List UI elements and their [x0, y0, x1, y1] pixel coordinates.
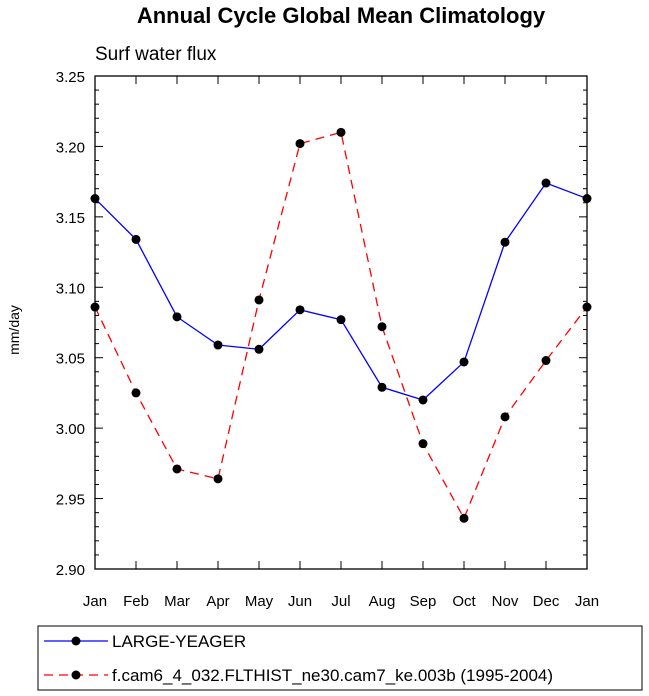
y-tick-label: 3.15	[56, 210, 85, 227]
legend-box	[37, 625, 643, 691]
series-0-point	[213, 340, 223, 350]
x-tick-label: Dec	[533, 593, 560, 610]
y-tick-label: 3.10	[56, 280, 85, 297]
series-1-point	[459, 513, 469, 523]
series-1-point	[418, 439, 428, 449]
series-0-point	[541, 178, 551, 188]
y-tick-label: 3.05	[56, 351, 85, 368]
series-1-point	[213, 474, 223, 484]
series-1-point	[377, 322, 387, 332]
plot-frame	[94, 75, 588, 570]
series-1-point	[254, 295, 264, 305]
x-tick-label: Mar	[164, 593, 190, 610]
y-tick-label: 2.90	[56, 562, 85, 579]
series-0-point	[131, 234, 141, 244]
series-0-point	[500, 237, 510, 247]
x-tick-label: May	[245, 593, 274, 610]
series-line-0	[94, 182, 588, 401]
series-0-point	[254, 344, 264, 354]
series-0-point	[418, 395, 428, 405]
series-0-point	[377, 382, 387, 392]
chart-title: Annual Cycle Global Mean Climatology	[137, 3, 546, 28]
series-0-point	[459, 357, 469, 367]
x-tick-label: Feb	[123, 593, 149, 610]
legend-items: LARGE-YEAGER f.cam6_4_032.FLTHIST_ne30.ca…	[44, 632, 553, 685]
x-tick-label: Jul	[331, 593, 350, 610]
x-tick-label: Sep	[410, 593, 437, 610]
series-1-point	[500, 412, 510, 422]
legend-marker-1	[71, 670, 81, 680]
x-tick-label: Apr	[206, 593, 229, 610]
legend-marker-0	[71, 636, 81, 646]
series-layer	[90, 127, 592, 523]
series-0-point	[172, 312, 182, 322]
legend-label-1: f.cam6_4_032.FLTHIST_ne30.cam7_ke.003b (…	[112, 666, 553, 685]
x-tick-labels: Jan Feb Mar Apr May Jun Jul Aug Sep Oct Nov Dec Jan	[83, 593, 599, 610]
legend-label-0: LARGE-YEAGER	[112, 632, 246, 651]
y-tick-label: 2.95	[56, 492, 85, 509]
series-1-point	[131, 388, 141, 398]
chart-subtitle: Surf water flux	[95, 44, 217, 65]
x-tick-label: Nov	[492, 593, 519, 610]
series-1-point	[172, 464, 182, 474]
series-1-point	[336, 127, 346, 137]
series-0-point	[336, 315, 346, 325]
legend: LARGE-YEAGER f.cam6_4_032.FLTHIST_ne30.ca…	[37, 625, 643, 691]
series-line-1	[94, 131, 588, 520]
y-tick-label: 3.20	[56, 139, 85, 156]
series-0-point	[295, 305, 305, 315]
y-axis-label: mm/day	[6, 305, 22, 355]
x-tick-label: Jun	[288, 593, 312, 610]
axis-ticks	[94, 75, 588, 570]
x-tick-label: Oct	[452, 593, 476, 610]
y-tick-label: 3.25	[56, 69, 85, 86]
y-tick-label: 3.00	[56, 421, 85, 438]
series-1-point	[541, 356, 551, 366]
y-tick-labels: 2.90 2.95 3.00 3.05 3.10 3.15 3.20 3.25	[56, 69, 85, 579]
series-1-point	[295, 139, 305, 149]
x-tick-label: Jan	[575, 593, 599, 610]
x-tick-label: Jan	[83, 593, 107, 610]
x-tick-label: Aug	[369, 593, 396, 610]
